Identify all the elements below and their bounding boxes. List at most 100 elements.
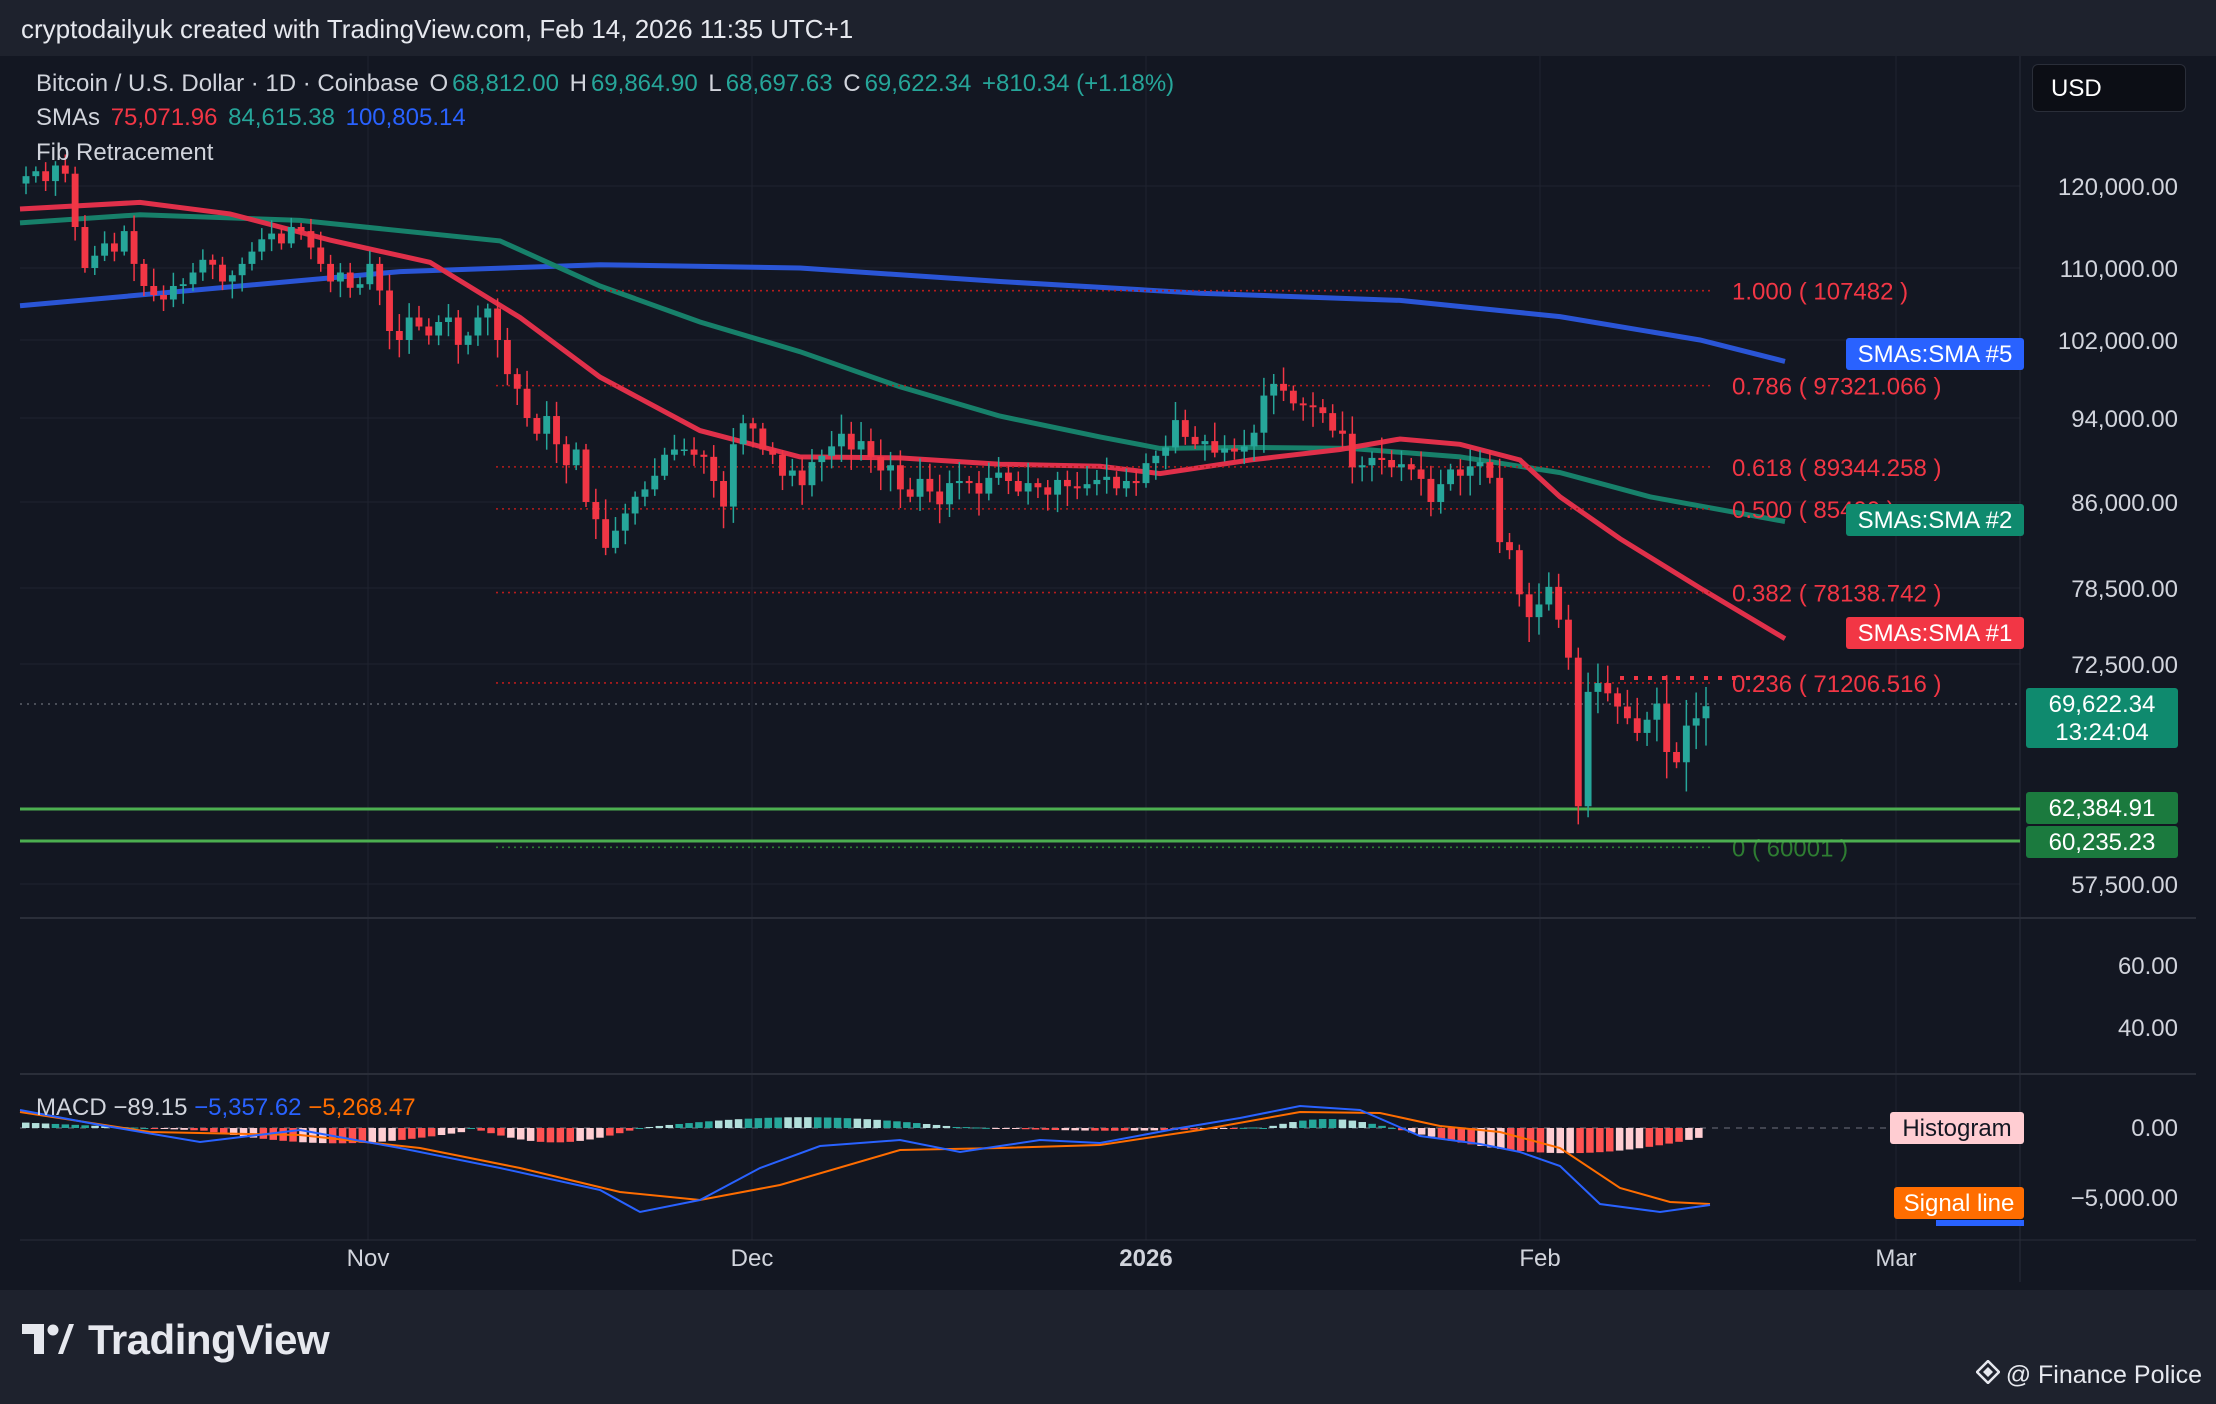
support1-badge-text: 62,384.91	[2049, 795, 2156, 822]
candle-body	[1653, 703, 1661, 720]
fib-legend[interactable]: Fib Retracement	[36, 139, 214, 166]
candle-body	[81, 227, 89, 268]
symbol-name[interactable]: Bitcoin / U.S. Dollar · 1D · Coinbase	[36, 70, 419, 97]
currency-selector[interactable]: USD	[2032, 64, 2186, 112]
candle-body	[61, 165, 69, 174]
candle-body	[729, 444, 737, 507]
candle-body	[1339, 430, 1346, 434]
candle-body	[1388, 460, 1396, 468]
candle-body	[1555, 586, 1563, 620]
support1-badge: 62,384.91	[2026, 792, 2178, 824]
candle-body	[1044, 487, 1052, 495]
macd-histogram-bar	[913, 1123, 921, 1128]
sma1-badge-text: SMAs:SMA #1	[1858, 620, 2013, 647]
candle-body	[749, 423, 757, 429]
macd-histogram-bar	[1417, 1128, 1426, 1135]
candle-body	[405, 317, 413, 340]
candle-body	[553, 416, 560, 445]
macd-histogram-bar	[972, 1127, 980, 1129]
open-value: 68,812.00	[452, 70, 559, 97]
candle-body	[395, 331, 403, 340]
macd-histogram-bar	[130, 1127, 139, 1129]
candle-body	[828, 446, 836, 456]
signal-badge-bg	[1894, 1187, 2024, 1219]
candle-body	[189, 272, 197, 285]
macd-histogram-bar	[655, 1125, 664, 1128]
macd-histogram-bar	[1180, 1128, 1188, 1130]
candle-body	[228, 275, 236, 282]
macd-histogram-bar	[1388, 1128, 1396, 1129]
macd-histogram-bar	[893, 1121, 901, 1128]
candle-body	[690, 449, 698, 455]
candle-body	[1692, 718, 1700, 726]
macd-histogram-bar	[1645, 1128, 1654, 1147]
candle-body	[926, 478, 934, 492]
sma5-badge-bg	[1846, 338, 2024, 370]
time-axis-label: Feb	[1519, 1245, 1560, 1272]
macd-histogram-bar	[1556, 1128, 1564, 1154]
watermark-text: @ Finance Police	[2005, 1361, 2202, 1389]
macd-histogram-bar	[734, 1119, 743, 1128]
candle-body	[1565, 619, 1572, 658]
macd-histogram-bar	[1437, 1128, 1446, 1139]
candle-body	[1152, 455, 1160, 464]
macd-histogram-bar	[724, 1119, 733, 1128]
price-axis-label: 94,000.00	[2071, 406, 2178, 433]
macd-histogram-bar	[665, 1124, 673, 1128]
candle-body	[1280, 383, 1287, 391]
macd-histogram-bar	[1309, 1119, 1317, 1128]
candle-body	[936, 491, 944, 505]
candle-body	[209, 259, 217, 265]
signal-line	[19, 1110, 1711, 1205]
price-badge	[2026, 688, 2178, 748]
macd-histogram-bar	[1269, 1125, 1277, 1128]
candle-body	[985, 477, 993, 494]
macd-histogram-bar	[467, 1128, 475, 1129]
fib-level-label: 0.382 ( 78138.742 )	[1732, 581, 1942, 608]
candle-body	[1348, 433, 1356, 468]
fib-level-label: 0 ( 60001 )	[1732, 835, 1848, 862]
candle-body	[140, 263, 148, 286]
macd-histogram-bar	[1427, 1128, 1436, 1137]
macd-histogram-bar	[1140, 1128, 1149, 1131]
candle-body	[71, 173, 79, 227]
candle-body	[1319, 407, 1327, 414]
macd-histogram-bar	[1249, 1127, 1258, 1129]
macd-histogram-bar	[447, 1128, 456, 1134]
macd-histogram-bar	[180, 1128, 188, 1130]
macd-histogram-bar	[794, 1117, 802, 1128]
candle-body	[1398, 464, 1405, 468]
candle-body	[1054, 479, 1062, 495]
macd-histogram-bar	[1368, 1123, 1376, 1128]
candle-body	[32, 171, 40, 177]
candle-body	[808, 462, 816, 486]
macd-histogram-bar	[1516, 1128, 1525, 1151]
macd-histogram-bar	[784, 1117, 792, 1128]
sma-label[interactable]: SMAs	[36, 104, 101, 131]
macd-histogram-bar	[645, 1126, 654, 1128]
tradingview-wordmark: TradingView	[88, 1316, 330, 1363]
macd-histogram-bar	[962, 1127, 970, 1129]
macd-histogram-bar	[170, 1128, 178, 1130]
candle-body	[1525, 594, 1533, 618]
fib-level-label: 0.618 ( 89344.258 )	[1732, 455, 1942, 482]
macd-histogram-bar	[1536, 1128, 1545, 1153]
macd-histogram-bar	[586, 1128, 594, 1140]
candle-body	[916, 478, 924, 497]
macd-histogram-bar	[596, 1128, 604, 1138]
macd-histogram-bar	[1190, 1128, 1198, 1130]
macd-histogram-bar	[1408, 1128, 1416, 1133]
macd-histogram-bar	[546, 1128, 555, 1143]
macd-histogram-bar	[804, 1117, 812, 1128]
macd-histogram-bar	[774, 1117, 782, 1128]
candle-body	[661, 454, 669, 476]
candle-body	[1545, 586, 1553, 605]
macd-histogram-bar	[1477, 1128, 1485, 1146]
candle-body	[219, 264, 226, 282]
sma1-line	[19, 199, 1787, 641]
macd-histogram-bar	[1081, 1128, 1089, 1131]
candle-body	[1230, 448, 1238, 452]
macd-histogram-bar	[616, 1128, 624, 1134]
macd-pane: MACD −89.15 −5,357.62 −5,268.47	[19, 1094, 1711, 1214]
chart-area[interactable]: 1.000 ( 107482 ) 0.786 ( 97321.066 ) 0.618…	[0, 0, 2216, 1290]
